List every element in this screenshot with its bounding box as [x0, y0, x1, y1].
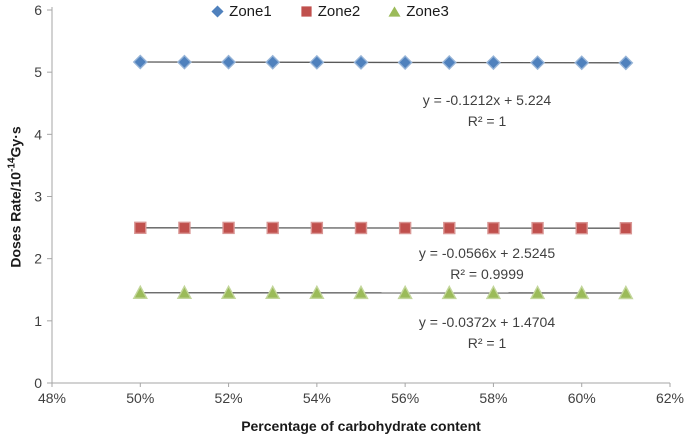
zone2-marker: [619, 222, 633, 235]
zone1-marker: [221, 54, 237, 70]
y-tick-label: 0: [34, 375, 42, 391]
chart-legend: Zone1 Zone2 Zone3: [0, 3, 660, 20]
y-axis-title-suffix: Gy·s: [7, 126, 24, 158]
zone3-marker: [132, 284, 148, 299]
trendline-annotation-zone3: y = -0.0372x + 1.4704 R² = 1: [377, 312, 597, 354]
zone2-marker: [354, 221, 368, 235]
legend-item-zone1: Zone1: [211, 3, 272, 20]
zone1-marker: [176, 54, 192, 70]
equation-text: y = -0.0566x + 2.5245: [418, 245, 556, 261]
x-tick-label: 58%: [479, 390, 507, 406]
equation-text: y = -0.1212x + 5.224: [422, 92, 552, 108]
r-squared-text: R² = 0.9999: [450, 266, 524, 282]
y-tick-label: 1: [34, 313, 42, 329]
zone2-marker: [222, 221, 235, 235]
legend-label-zone1: Zone1: [229, 3, 272, 20]
trendline-annotation-zone1: y = -0.1212x + 5.224 R² = 1: [377, 90, 597, 132]
y-tick-label: 4: [34, 126, 42, 142]
zone3-marker: [574, 285, 590, 300]
y-tick-label: 6: [34, 2, 42, 18]
equation-text: y = -0.0372x + 1.4704: [418, 314, 556, 330]
zone3-marker: [353, 284, 369, 300]
zone3-marker: [176, 284, 193, 299]
x-tick-label: 52%: [215, 390, 243, 406]
zone3-marker: [397, 284, 413, 300]
y-tick-label: 5: [34, 64, 42, 80]
zone3-marker: [618, 285, 634, 300]
y-tick-label: 3: [34, 189, 42, 205]
zone2-marker: [487, 221, 500, 235]
r-squared-text: R² = 1: [467, 113, 507, 129]
zone1-marker: [353, 54, 369, 70]
zone1-marker: [618, 55, 634, 71]
x-axis-title: Percentage of carbohydrate content: [241, 418, 481, 434]
zone1-trendline: [140, 61, 626, 64]
zone1-marker: [265, 54, 281, 70]
zone3-marker: [441, 284, 457, 300]
zone3-marker: [220, 284, 237, 299]
r-squared-text: R² = 1: [467, 335, 507, 351]
y-axis-title: Doses Rate/10-14Gy·s: [7, 126, 24, 267]
zone1-marker: [132, 54, 148, 70]
zone1-marker: [441, 55, 457, 71]
zone3-marker: [309, 284, 325, 300]
zone1-marker: [530, 55, 546, 71]
zone2-marker: [134, 221, 147, 235]
zone2-marker: [575, 221, 588, 235]
zone3-marker: [529, 284, 546, 300]
x-tick-label: 56%: [391, 390, 419, 406]
zone1-marker: [574, 55, 590, 71]
zone3-marker: [485, 284, 502, 300]
zone2-marker: [178, 221, 191, 235]
zone1-diamond-icon: [211, 5, 224, 18]
x-tick-label: 48%: [38, 390, 66, 406]
x-tick-label: 62%: [656, 390, 684, 406]
zone2-marker: [310, 221, 324, 235]
y-axis-title-exponent: -14: [6, 157, 18, 172]
zone3-triangle-icon: [388, 6, 401, 17]
legend-item-zone2: Zone2: [300, 3, 361, 20]
y-axis-title-prefix: Doses Rate/10: [7, 171, 24, 268]
zone1-marker: [397, 54, 413, 70]
y-tick-label: 2: [34, 251, 42, 267]
trendline-annotation-zone2: y = -0.0566x + 2.5245 R² = 0.9999: [377, 243, 597, 285]
zone3-marker: [265, 284, 281, 300]
legend-item-zone3: Zone3: [388, 3, 449, 20]
legend-label-zone3: Zone3: [406, 3, 449, 20]
zone2-marker: [531, 221, 544, 235]
x-tick-label: 50%: [126, 390, 154, 406]
zone2-square-icon: [301, 6, 312, 17]
x-tick-label: 60%: [568, 390, 596, 406]
zone2-marker: [443, 221, 456, 235]
x-tick-label: 54%: [303, 390, 331, 406]
zone2-marker: [398, 221, 412, 235]
zone1-marker: [485, 55, 501, 71]
zone1-marker: [309, 54, 325, 70]
zone2-marker: [266, 221, 279, 235]
legend-label-zone2: Zone2: [317, 3, 361, 20]
